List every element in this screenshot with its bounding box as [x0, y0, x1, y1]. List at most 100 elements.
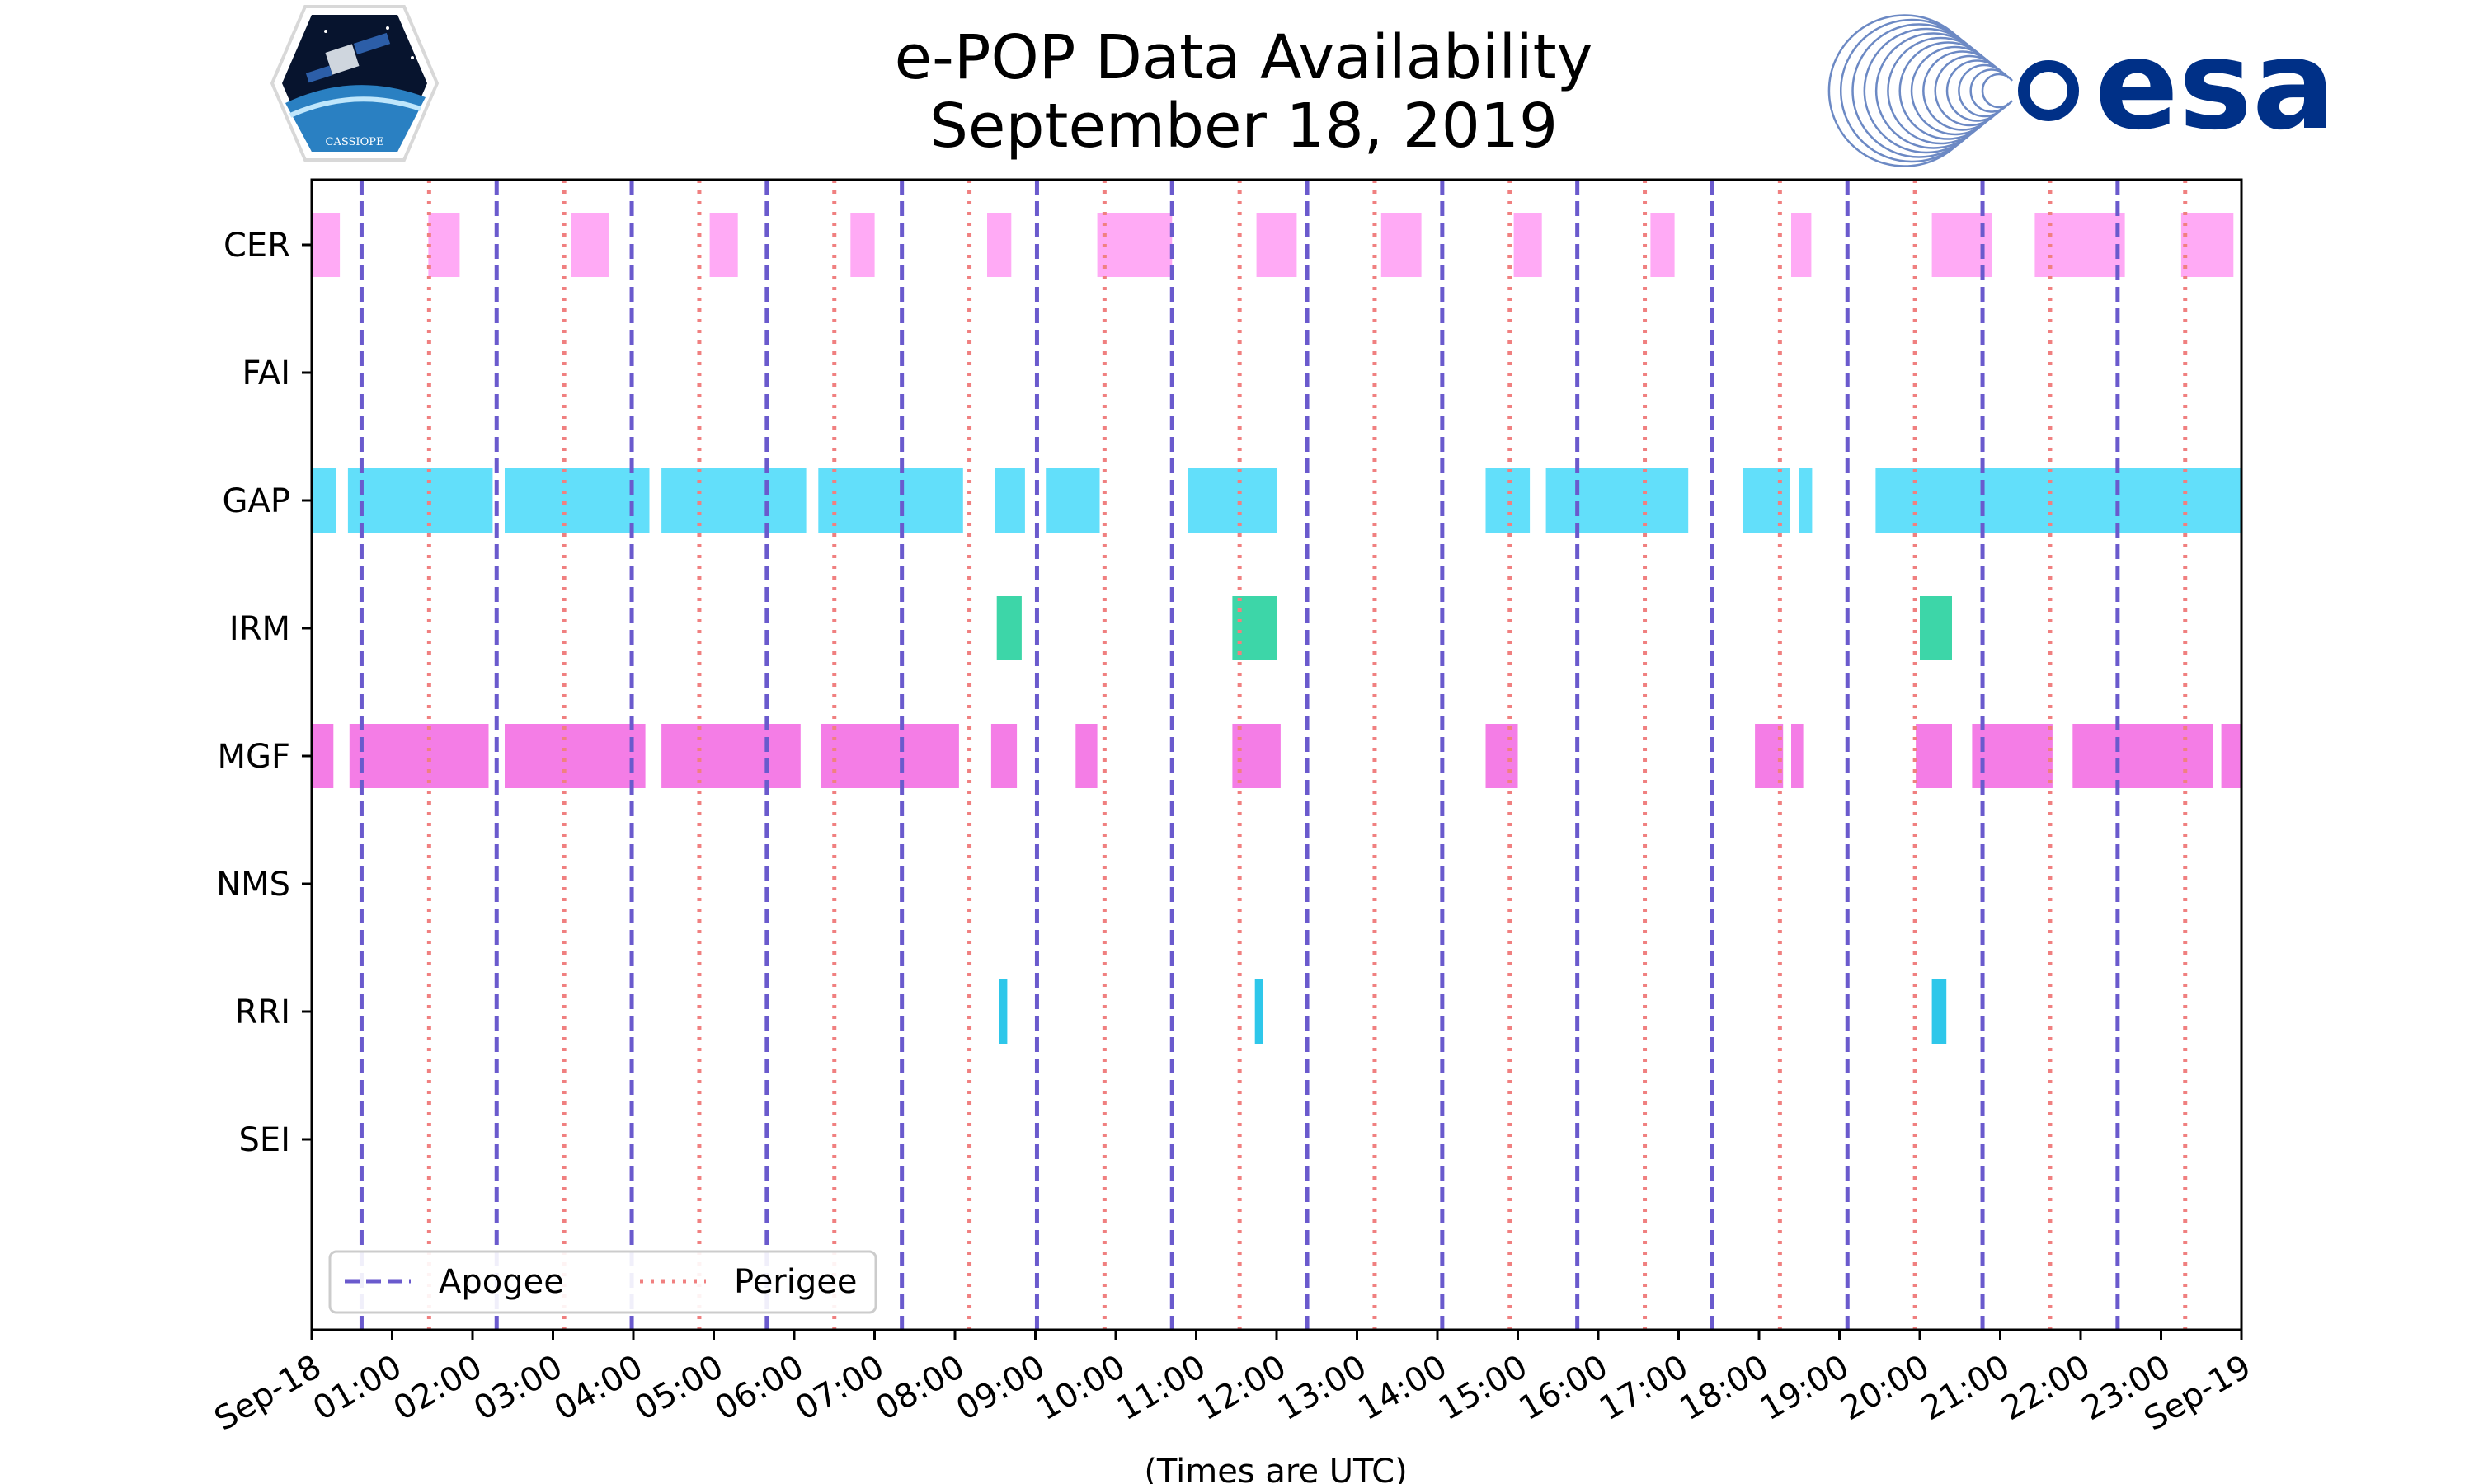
legend-box	[328, 1250, 877, 1314]
bar-gap-11	[1799, 468, 1813, 533]
x-tick-label-7: 07:00	[789, 1348, 891, 1428]
y-tick-label-sei: SEI	[239, 1121, 290, 1159]
bar-mgf-14	[2221, 724, 2241, 788]
esa-emblem-arc-4	[1934, 54, 1999, 127]
esa-emblem-arc-0	[1981, 73, 2013, 109]
legend-perigee-label: Perigee	[734, 1263, 857, 1301]
bar-mgf-0	[312, 724, 334, 788]
bar-cer-6	[1097, 213, 1173, 277]
bar-cer-11	[1791, 213, 1812, 277]
bar-gap-4	[818, 468, 963, 533]
x-tick-label-17: 17:00	[1593, 1348, 1695, 1428]
chart-subtitle: September 18, 2019	[929, 91, 1558, 162]
bar-cer-0	[312, 213, 341, 277]
x-axis: Sep-1801:0002:0003:0004:0005:0006:0007:0…	[209, 1330, 2257, 1439]
bar-cer-7	[1256, 213, 1297, 277]
bar-gap-5	[995, 468, 1025, 533]
y-tick-label-gap: GAP	[223, 482, 290, 520]
y-tick-label-nms: NMS	[216, 866, 290, 904]
x-tick-label-20: 20:00	[1835, 1348, 1936, 1428]
bar-rri-2	[1931, 979, 1947, 1044]
x-tick-label-11: 11:00	[1111, 1348, 1212, 1428]
plot-frame	[310, 178, 2243, 1331]
x-tick-label-18: 18:00	[1674, 1348, 1776, 1428]
x-tick-label-4: 04:00	[548, 1348, 650, 1428]
bar-mgf-3	[661, 724, 801, 788]
esa-emblem-arc-1	[1969, 68, 2010, 113]
x-tick-label-2: 02:00	[388, 1348, 489, 1428]
x-tick-label-22: 22:00	[1996, 1348, 2097, 1428]
bar-gap-9	[1545, 468, 1689, 533]
x-tick-label-14: 14:00	[1352, 1348, 1454, 1428]
x-tick-label-10: 10:00	[1031, 1348, 1132, 1428]
cassiope-logo: CASSIOPE	[270, 5, 440, 162]
bar-rri-1	[1254, 979, 1263, 1044]
bar-mgf-6	[1075, 724, 1098, 788]
y-tick-label-cer: CER	[223, 227, 290, 265]
bar-rri-0	[999, 979, 1008, 1044]
x-tick-label-13: 13:00	[1272, 1348, 1373, 1428]
x-tick-label-15: 15:00	[1432, 1348, 1534, 1428]
x-tick-label-8: 08:00	[870, 1348, 971, 1428]
bar-mgf-11	[1916, 724, 1952, 788]
bar-cer-9	[1513, 213, 1542, 277]
x-tick-label-16: 16:00	[1513, 1348, 1615, 1428]
esa-emblem-arc-3	[1945, 59, 2002, 122]
bar-gap-0	[312, 468, 336, 533]
bar-mgf-7	[1232, 724, 1281, 788]
bar-mgf-1	[349, 724, 489, 788]
x-tick-label-1: 01:00	[307, 1348, 408, 1428]
bar-gap-1	[347, 468, 493, 533]
bar-mgf-2	[505, 724, 646, 788]
bar-irm-1	[1232, 596, 1277, 660]
y-tick-label-mgf: MGF	[217, 738, 290, 776]
x-tick-label-6: 06:00	[709, 1348, 811, 1428]
chart-title: e-POP Data Availability	[895, 22, 1593, 93]
bar-mgf-5	[990, 724, 1018, 788]
legend: Apogee Perigee	[328, 1250, 877, 1314]
esa-logo-emblem	[1827, 14, 2079, 167]
bar-irm-0	[996, 596, 1022, 660]
x-tick-label-19: 19:00	[1754, 1348, 1856, 1428]
esa-emblem-arc-9	[1874, 32, 1981, 149]
x-tick-label-3: 03:00	[468, 1348, 569, 1428]
bar-mgf-4	[821, 724, 959, 788]
esa-emblem-arc-10	[1863, 27, 1977, 154]
bar-gap-12	[1875, 468, 2241, 533]
esa-logo: esa	[1827, 14, 2335, 167]
bar-cer-8	[1380, 213, 1422, 277]
bar-irm-2	[1920, 596, 1952, 660]
bar-gap-2	[505, 468, 650, 533]
bar-mgf-13	[2072, 724, 2213, 788]
bar-gap-6	[1046, 468, 1100, 533]
bar-mgf-8	[1485, 724, 1518, 788]
y-axis: CER FAI GAP IRM MGF NMS RRI SEI	[216, 227, 312, 1159]
esa-emblem-core	[2018, 60, 2079, 121]
esa-emblem-arc-6	[1910, 45, 1992, 136]
esa-emblem-arc-2	[1958, 63, 2006, 118]
bar-cer-4	[850, 213, 875, 277]
x-tick-label-21: 21:00	[1915, 1348, 2016, 1428]
legend-apogee-label: Apogee	[439, 1263, 564, 1301]
bar-cer-3	[709, 213, 738, 277]
bar-cer-10	[1650, 213, 1675, 277]
esa-emblem-arc-7	[1898, 41, 1988, 140]
x-tick-label-5: 05:00	[628, 1348, 730, 1428]
x-tick-label-12: 12:00	[1192, 1348, 1293, 1428]
bar-cer-1	[428, 213, 460, 277]
esa-emblem-arc-8	[1887, 36, 1984, 145]
bar-cer-14	[2180, 213, 2234, 277]
bar-gap-8	[1485, 468, 1531, 533]
esa-emblem-arc-13	[1827, 14, 1966, 167]
esa-emblem-arc-12	[1839, 18, 1970, 163]
bar-mgf-9	[1755, 724, 1784, 788]
y-tick-label-fai: FAI	[242, 355, 291, 392]
bar-layer	[312, 213, 2241, 1044]
bar-gap-10	[1743, 468, 1790, 533]
x-tick-label-9: 09:00	[950, 1348, 1051, 1428]
cassiope-logo-text: CASSIOPE	[326, 136, 384, 148]
bar-mgf-12	[1972, 724, 2053, 788]
esa-emblem-arc-5	[1922, 50, 1995, 131]
y-tick-label-irm: IRM	[229, 610, 290, 648]
